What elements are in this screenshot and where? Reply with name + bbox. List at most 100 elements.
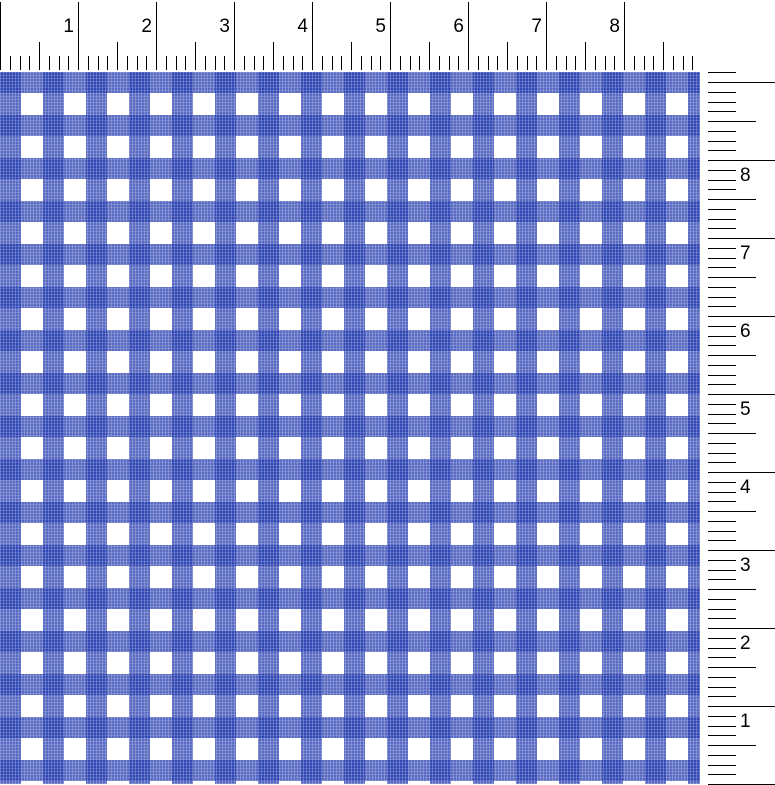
ruler-minor-tick <box>708 326 736 327</box>
ruler-minor-tick <box>478 56 479 70</box>
ruler-inch-tick <box>78 2 79 70</box>
ruler-half-tick <box>708 121 756 122</box>
ruler-minor-tick <box>708 443 736 444</box>
ruler-minor-tick <box>708 765 736 766</box>
ruler-label-horizontal: 5 <box>375 16 386 37</box>
ruler-minor-tick <box>127 56 128 70</box>
ruler-minor-tick <box>708 287 736 288</box>
ruler-half-tick <box>39 42 40 70</box>
ruler-minor-tick <box>517 56 518 70</box>
ruler-inch-tick <box>708 472 775 473</box>
ruler-minor-tick <box>708 482 736 483</box>
ruler-label-horizontal: 7 <box>531 16 542 37</box>
ruler-minor-tick <box>98 56 99 70</box>
ruler-half-tick <box>585 42 586 70</box>
ruler-half-tick <box>117 42 118 70</box>
ruler-minor-tick <box>708 189 736 190</box>
ruler-label-horizontal: 3 <box>219 16 230 37</box>
ruler-minor-tick <box>708 111 736 112</box>
ruler-minor-tick <box>708 306 736 307</box>
ruler-inch-tick <box>708 316 775 317</box>
ruler-inch-tick <box>312 2 313 70</box>
vertical-ruler: 1 2 3 4 5 6 7 8 <box>700 72 775 785</box>
ruler-minor-tick <box>59 56 60 70</box>
ruler-inch-tick <box>708 706 775 707</box>
ruler-half-tick <box>708 511 756 512</box>
ruler-label-vertical: 7 <box>740 243 751 264</box>
ruler-half-tick <box>273 42 274 70</box>
ruler-minor-tick <box>708 570 736 571</box>
ruler-minor-tick <box>708 336 736 337</box>
ruler-label-horizontal: 2 <box>141 16 152 37</box>
ruler-minor-tick <box>293 56 294 70</box>
ruler-minor-tick <box>708 735 736 736</box>
ruler-minor-tick <box>708 687 736 688</box>
ruler-minor-tick <box>708 696 736 697</box>
ruler-minor-tick <box>400 56 401 70</box>
ruler-minor-tick <box>614 56 615 70</box>
ruler-minor-tick <box>708 345 736 346</box>
ruler-minor-tick <box>380 56 381 70</box>
ruler-label-vertical: 4 <box>740 477 751 498</box>
ruler-inch-tick <box>708 160 775 161</box>
ruler-half-tick <box>708 355 756 356</box>
ruler-minor-tick <box>708 657 736 658</box>
ruler-minor-tick <box>708 297 736 298</box>
ruler-minor-tick <box>653 56 654 70</box>
weave-texture <box>0 72 700 784</box>
ruler-half-tick <box>663 42 664 70</box>
ruler-label-vertical: 2 <box>740 633 751 654</box>
ruler-minor-tick <box>708 384 736 385</box>
ruler-minor-tick <box>708 365 736 366</box>
ruler-inch-tick <box>468 2 469 70</box>
ruler-minor-tick <box>708 638 736 639</box>
ruler-minor-tick <box>527 56 528 70</box>
ruler-minor-tick <box>683 56 684 70</box>
ruler-minor-tick <box>556 56 557 70</box>
ruler-minor-tick <box>708 521 736 522</box>
ruler-half-tick <box>429 42 430 70</box>
ruler-minor-tick <box>708 267 736 268</box>
ruler-minor-tick <box>68 56 69 70</box>
ruler-minor-tick <box>708 618 736 619</box>
ruler-minor-tick <box>176 56 177 70</box>
ruler-inch-tick <box>624 2 625 70</box>
ruler-minor-tick <box>708 579 736 580</box>
ruler-minor-tick <box>536 56 537 70</box>
ruler-half-tick <box>708 745 756 746</box>
ruler-minor-tick <box>708 453 736 454</box>
ruler-minor-tick <box>708 501 736 502</box>
ruler-label-horizontal: 8 <box>609 16 620 37</box>
ruler-minor-tick <box>708 258 736 259</box>
ruler-half-tick <box>708 277 756 278</box>
ruler-minor-tick <box>708 774 736 775</box>
ruler-minor-tick <box>322 56 323 70</box>
ruler-minor-tick <box>107 56 108 70</box>
ruler-minor-tick <box>708 209 736 210</box>
ruler-minor-tick <box>458 56 459 70</box>
ruler-minor-tick <box>410 56 411 70</box>
ruler-half-tick <box>708 589 756 590</box>
ruler-inch-tick <box>156 2 157 70</box>
ruler-label-horizontal: 1 <box>63 16 74 37</box>
ruler-minor-tick <box>332 56 333 70</box>
ruler-minor-tick <box>488 56 489 70</box>
ruler-minor-tick <box>692 56 693 70</box>
ruler-minor-tick <box>708 72 736 73</box>
ruler-minor-tick <box>439 56 440 70</box>
ruler-minor-tick <box>263 56 264 70</box>
ruler-minor-tick <box>283 56 284 70</box>
ruler-minor-tick <box>708 462 736 463</box>
ruler-label-horizontal: 6 <box>453 16 464 37</box>
ruler-half-tick <box>351 42 352 70</box>
ruler-half-tick <box>507 42 508 70</box>
ruler-minor-tick <box>673 56 674 70</box>
ruler-minor-tick <box>566 56 567 70</box>
ruler-inch-tick <box>708 238 775 239</box>
ruler-minor-tick <box>205 56 206 70</box>
ruler-minor-tick <box>708 228 736 229</box>
ruler-minor-tick <box>708 599 736 600</box>
ruler-minor-tick <box>302 56 303 70</box>
ruler-minor-tick <box>708 102 736 103</box>
